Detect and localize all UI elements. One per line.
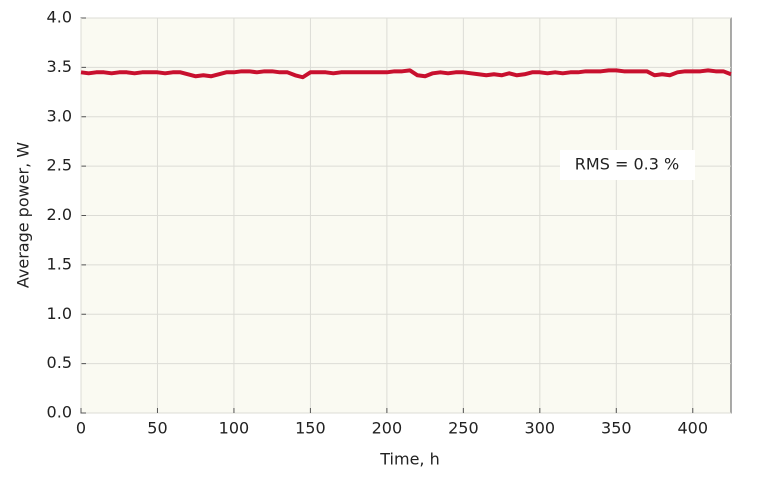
x-tick-label: 300: [525, 419, 556, 438]
x-tick-label: 250: [448, 419, 479, 438]
y-axis-label: Average power, W: [14, 142, 33, 288]
x-tick-label: 400: [677, 419, 708, 438]
y-tick-label: 1.5: [47, 254, 72, 273]
y-tick-label: 2.0: [47, 205, 72, 224]
x-axis-label: Time, h: [379, 450, 439, 469]
x-tick-label: 150: [295, 419, 326, 438]
annotation: RMS = 0.3 %: [575, 155, 679, 174]
x-tick-label: 200: [372, 419, 403, 438]
annotation-box: [560, 150, 695, 180]
x-tick-label: 50: [147, 419, 167, 438]
data-line: [80, 68, 732, 80]
x-tick-label: 0: [76, 419, 86, 438]
x-tick-label: 100: [219, 419, 250, 438]
y-tick-label: 4.0: [47, 8, 72, 27]
y-tick-label: 1.0: [47, 304, 72, 323]
y-tick-label: 3.5: [47, 57, 72, 76]
y-tick-label: 0.5: [47, 353, 72, 372]
x-tick-label: 350: [601, 419, 632, 438]
y-tick-label: 2.5: [47, 156, 72, 175]
y-tick-label: 3.0: [47, 106, 72, 125]
y-tick-label: 0.0: [47, 403, 72, 422]
